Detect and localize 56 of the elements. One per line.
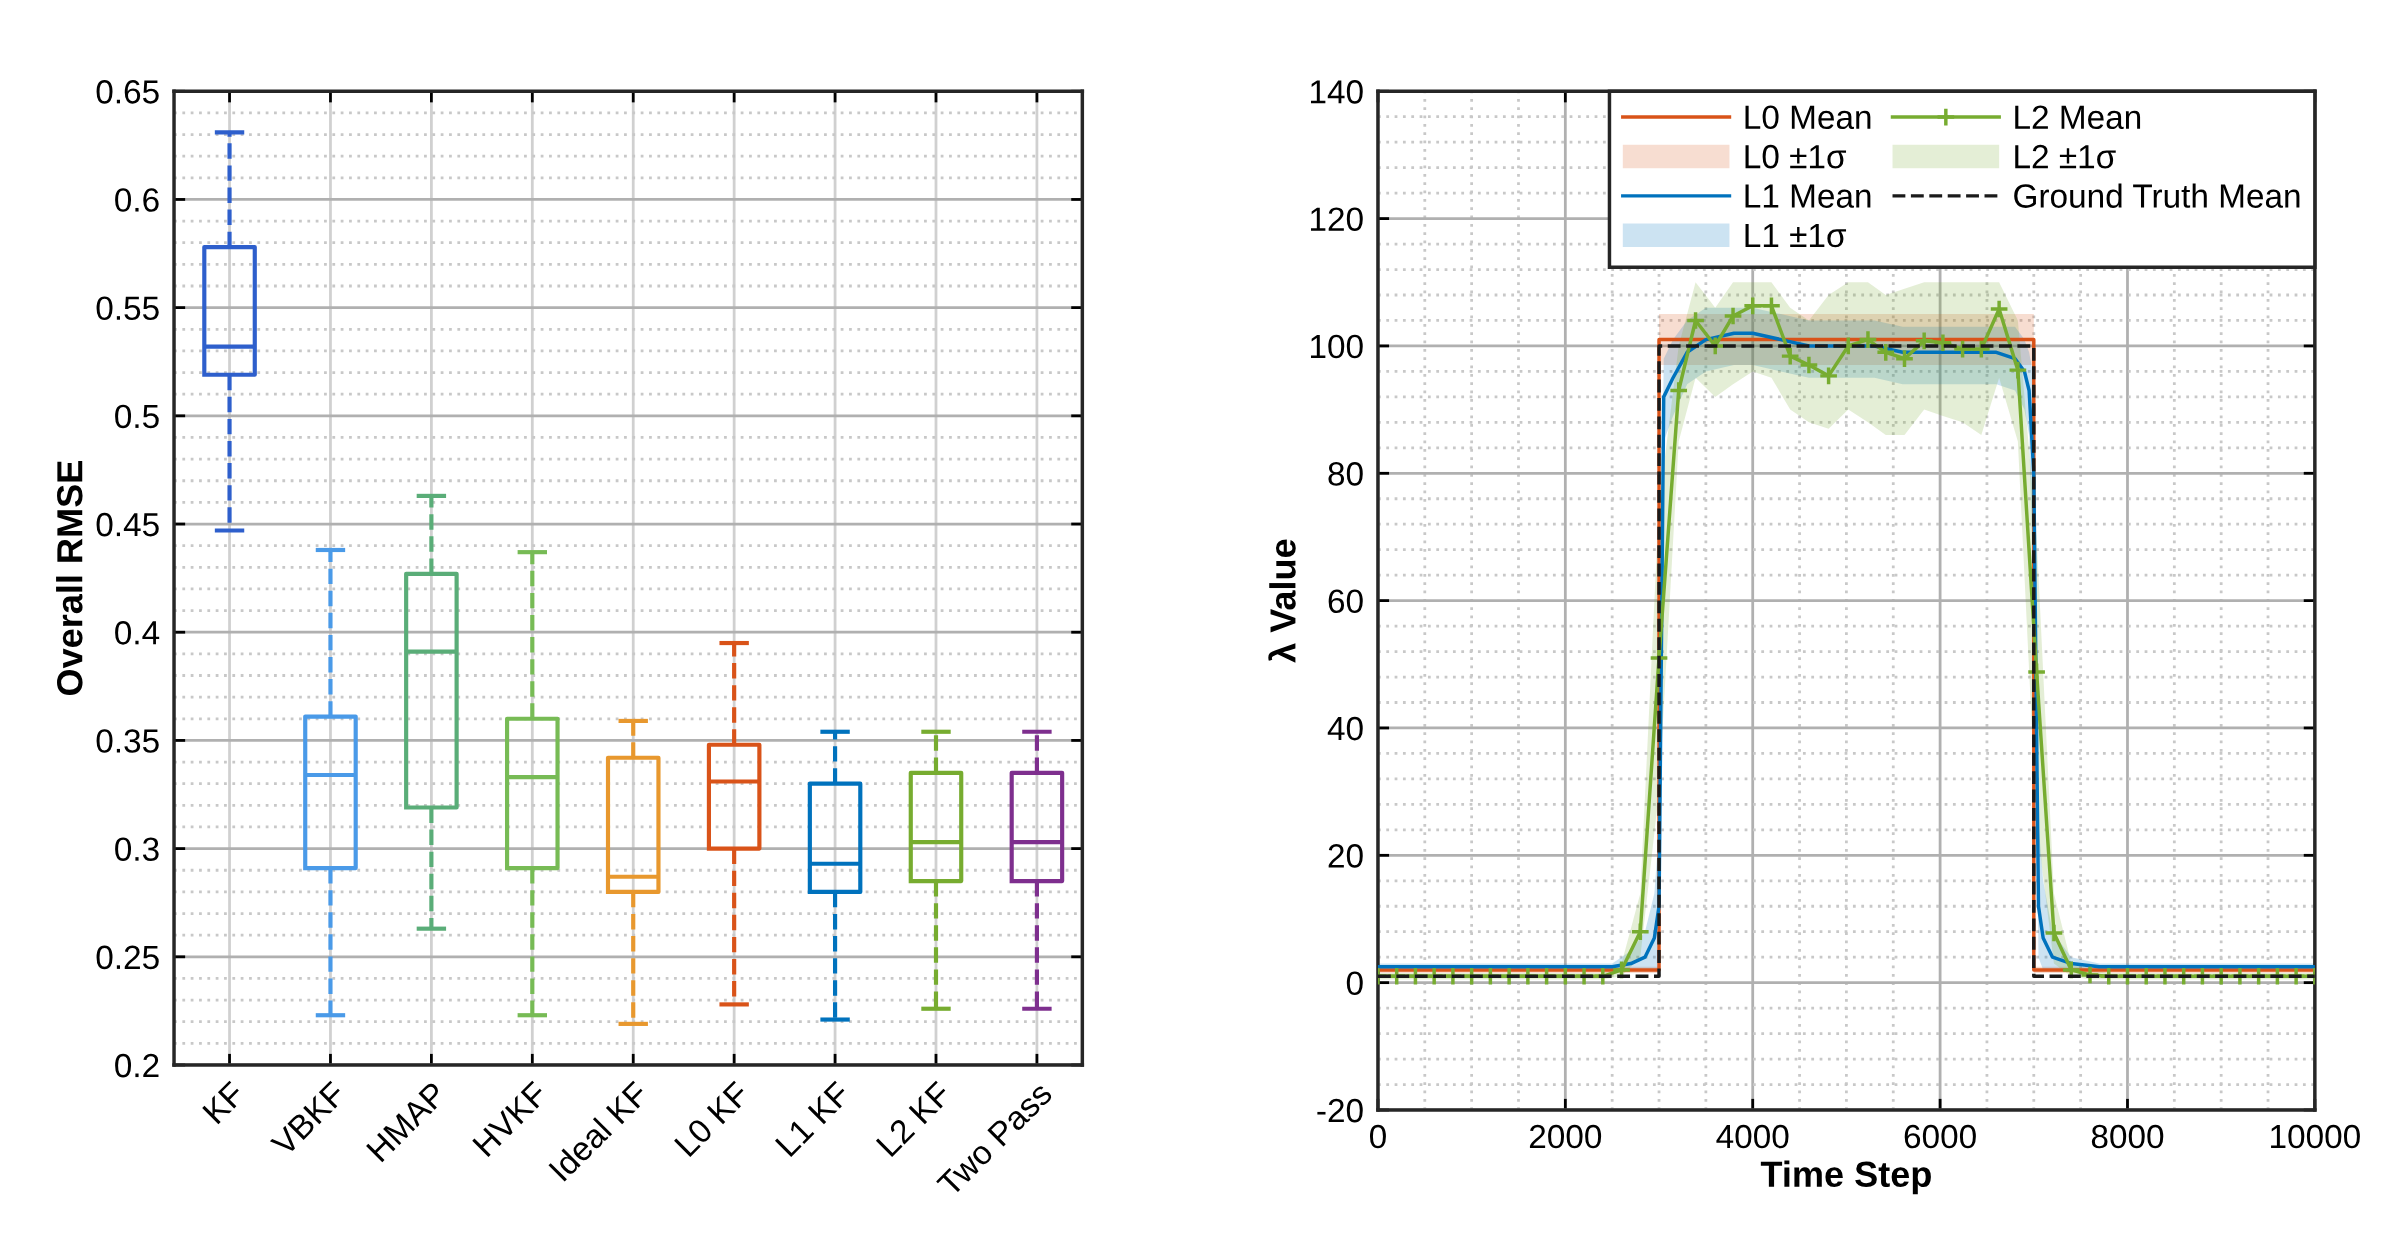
y-tick-label: 0.25 <box>96 945 159 970</box>
legend-label: L1 Mean <box>1745 184 1871 208</box>
point <box>2007 360 2028 381</box>
y-tick-label: 20 <box>1328 844 1363 868</box>
y-tick-label: 80 <box>1328 462 1363 486</box>
y-tick-label: 0.55 <box>96 296 159 321</box>
point <box>1685 310 1706 331</box>
y-tick-label: 40 <box>1327 716 1363 741</box>
point <box>1971 339 1992 360</box>
y-tick-label: 0.2 <box>115 1053 159 1078</box>
y-tick-label: 140 <box>1311 80 1363 104</box>
x-tick-label: L2 KF <box>875 1080 953 1157</box>
x-tick-label: L0 KF <box>673 1080 751 1158</box>
x-tick-label: 0 <box>1369 1124 1386 1149</box>
y-tick-label: 100 <box>1311 334 1363 359</box>
legend-label: L0 Mean <box>1745 105 1871 130</box>
y-tick-label: 0.35 <box>96 729 159 753</box>
x-tick-label: KF <box>202 1080 246 1125</box>
y-tick-label: 0.65 <box>96 80 159 104</box>
y-axis-title: λ Value <box>1268 539 1296 663</box>
x-tick-label: 10000 <box>2271 1124 2360 1149</box>
x-tick-label: 8000 <box>2091 1124 2164 1149</box>
point <box>1722 305 1744 327</box>
x-axis-title: Time Step <box>1760 1160 1931 1195</box>
point <box>1798 354 1819 376</box>
point <box>1630 921 1651 942</box>
legend-label: Ground Truth Mean <box>2014 183 2300 208</box>
point <box>1742 295 1763 316</box>
y-tick-label: 0 <box>1346 971 1363 996</box>
point <box>1875 342 1896 363</box>
y-tick-label: 0.4 <box>115 621 160 645</box>
x-tick-label: 4000 <box>1716 1124 1789 1149</box>
point <box>1818 365 1839 386</box>
point <box>1857 329 1879 350</box>
point <box>1761 295 1782 316</box>
legend-label: L0 ±1σ <box>1745 144 1847 169</box>
y-tick-label: 0.6 <box>115 188 159 212</box>
y-tick-label: 0.45 <box>96 512 159 537</box>
legend-label: L2 Mean <box>2015 105 2141 130</box>
x-tick-label: 6000 <box>1904 1124 1976 1149</box>
point <box>1952 339 1973 360</box>
point <box>1668 380 1689 401</box>
point <box>1989 298 2010 320</box>
y-axis-title: Overall RMSE <box>56 461 83 696</box>
y-tick-label: -20 <box>1317 1098 1363 1123</box>
point <box>1894 348 1915 369</box>
legend-label: L2 ±1σ <box>2015 144 2116 169</box>
y-tick-label: 0.5 <box>115 404 159 429</box>
point <box>1780 346 1801 367</box>
y-tick-label: 120 <box>1311 207 1363 231</box>
y-tick-label: 60 <box>1328 589 1363 614</box>
x-tick-label: 2000 <box>1529 1124 1602 1149</box>
y-tick-label: 0.3 <box>115 837 159 862</box>
x-tick-label: L1 KF <box>774 1080 852 1157</box>
legend-label: L1 ±1σ <box>1745 224 1847 248</box>
point <box>2043 922 2064 944</box>
